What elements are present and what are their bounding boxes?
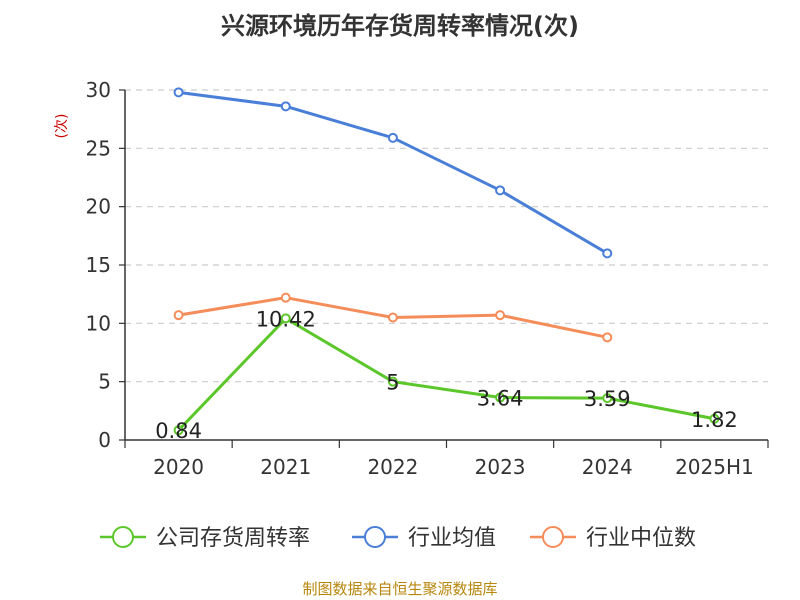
data-point [173,310,184,321]
x-tick-label: 2022 [367,455,418,479]
y-axis-label: (次) [54,114,70,139]
data-label: 1.82 [691,408,738,432]
data-point [495,310,506,321]
y-tick-label: 30 [86,78,111,102]
y-tick-label: 25 [86,136,111,160]
series-line [178,90,609,255]
y-tick-label: 0 [98,428,111,452]
legend-item: 行业均值 [352,526,496,551]
data-point [602,332,613,343]
data-point [280,313,291,324]
legend-label: 行业均值 [408,526,496,551]
x-tick-label: 2020 [153,455,204,479]
x-tick-label: 2021 [260,455,311,479]
legend-label: 行业中位数 [586,526,696,551]
data-point [495,392,506,403]
chart-title: 兴源环境历年存货周转率情况(次) [221,12,579,40]
data-label: 3.64 [477,387,524,411]
data-point [495,185,506,196]
x-tick-label: 2024 [582,455,633,479]
data-point [280,101,291,112]
data-point [709,413,720,424]
data-label: 0.84 [155,419,202,443]
legend-item: 公司存货周转率 [100,526,310,551]
y-tick-label: 15 [86,253,111,277]
data-label: 5 [386,371,399,395]
data-point [173,425,184,436]
data-point [387,132,398,143]
data-point [602,248,613,259]
data-label: 10.42 [256,307,316,331]
data-point [173,87,184,98]
y-tick-label: 10 [86,311,111,335]
legend-label: 公司存货周转率 [156,526,310,551]
series-line [177,316,715,432]
legend-swatch-marker [364,526,386,548]
y-tick-label: 5 [98,370,111,394]
legend-swatch-marker [112,526,134,548]
y-tick-label: 20 [86,195,111,219]
data-point [280,292,291,303]
legend-item: 行业中位数 [530,526,696,551]
source-note: 制图数据来自恒生聚源数据库 [302,580,498,598]
data-label: 3.59 [584,387,631,411]
data-point [602,393,613,404]
data-point [387,376,398,387]
data-point [387,312,398,323]
x-tick-label: 2023 [475,455,526,479]
legend-swatch-marker [542,526,564,548]
x-tick-label: 2025H1 [675,455,754,479]
